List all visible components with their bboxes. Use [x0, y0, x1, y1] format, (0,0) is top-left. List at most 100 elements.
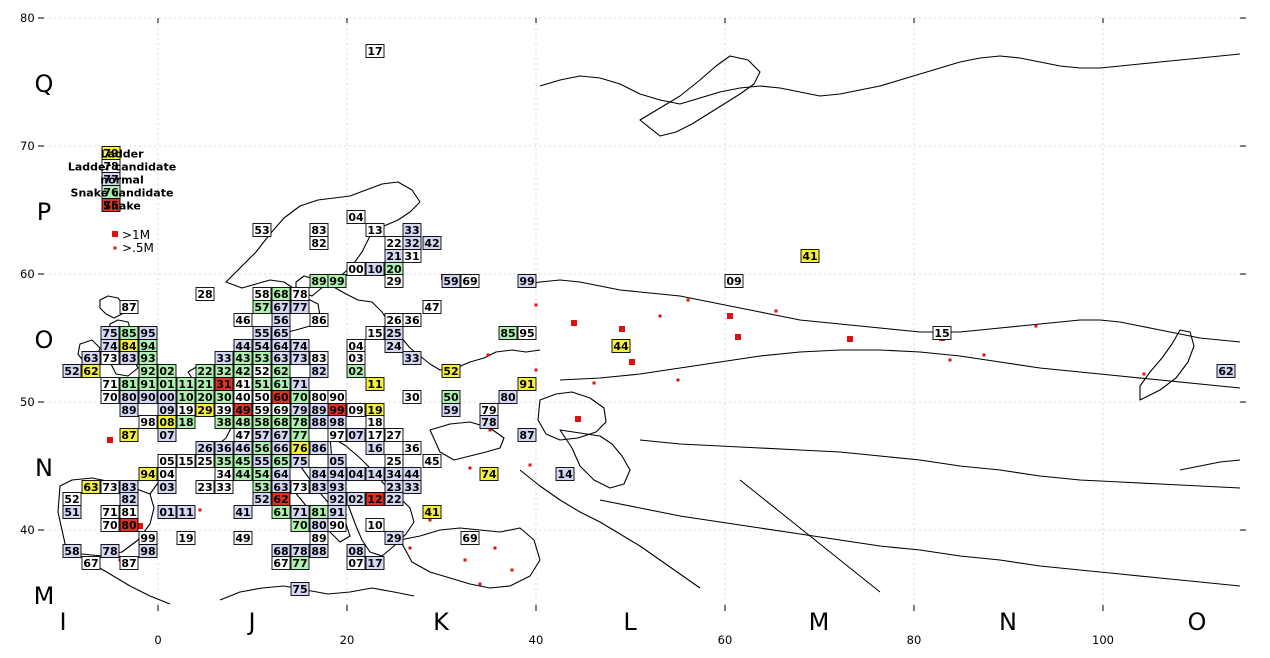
grid-square-snake-candidate: 91 — [138, 377, 158, 391]
grid-square-normal: 22 — [384, 492, 404, 506]
svg-text:85: 85 — [121, 327, 136, 340]
svg-text:98: 98 — [329, 416, 344, 429]
svg-text:24: 24 — [386, 340, 402, 353]
city-marker-large — [137, 523, 143, 529]
svg-text:43: 43 — [235, 352, 250, 365]
grid-square-snake-candidate: 70 — [290, 390, 310, 404]
svg-text:40: 40 — [235, 391, 251, 404]
svg-text:25: 25 — [386, 327, 401, 340]
svg-text:12: 12 — [367, 493, 382, 506]
grid-square-snake-candidate: 57 — [252, 300, 272, 314]
grid-square-ladder: 63 — [81, 480, 101, 494]
svg-text:80: 80 — [121, 519, 137, 532]
svg-text:09: 09 — [348, 404, 363, 417]
svg-text:23: 23 — [197, 481, 212, 494]
grid-square-normal: 56 — [271, 313, 291, 327]
svg-text:30: 30 — [404, 391, 420, 404]
svg-text:63: 63 — [83, 481, 98, 494]
svg-text:66: 66 — [273, 442, 289, 455]
city-marker-small — [592, 381, 596, 385]
grid-square-snake-candidate: 51 — [252, 377, 272, 391]
grid-square-ladder-candidate: 19 — [176, 403, 196, 417]
grid-square-ladder-candidate: 83 — [309, 223, 329, 237]
grid-square-ladder-candidate: 13 — [365, 223, 385, 237]
svg-text:89: 89 — [121, 404, 136, 417]
svg-text:04: 04 — [159, 468, 175, 481]
svg-text:53: 53 — [254, 352, 269, 365]
grid-square-snake-candidate: 01 — [157, 377, 177, 391]
svg-text:65: 65 — [273, 455, 288, 468]
svg-text:78: 78 — [292, 288, 307, 301]
grid-square-ladder: 08 — [157, 415, 177, 429]
svg-text:18: 18 — [178, 416, 193, 429]
svg-text:54: 54 — [254, 468, 270, 481]
grid-square-normal: 65 — [271, 326, 291, 340]
y-tick-label: 80 — [20, 11, 35, 25]
grid-square-ladder-candidate: 25 — [384, 454, 404, 468]
svg-text:65: 65 — [273, 327, 288, 340]
svg-text:62: 62 — [273, 493, 288, 506]
grid-square-ladder-candidate: 22 — [384, 236, 404, 250]
grid-square-snake-candidate: 85 — [119, 326, 139, 340]
svg-text:45: 45 — [424, 455, 439, 468]
grid-square-snake-candidate: 02 — [346, 364, 366, 378]
grid-square-snake-candidate: 89 — [309, 274, 329, 288]
grid-square-ladder: 44 — [611, 339, 631, 353]
svg-text:44: 44 — [613, 340, 629, 353]
grid-square-normal: 64 — [271, 339, 291, 353]
grid-square-snake-candidate: 53 — [252, 351, 272, 365]
graticule — [24, 17, 1246, 605]
svg-text:74: 74 — [481, 468, 497, 481]
svg-text:71: 71 — [292, 506, 307, 519]
grid-square-normal: 74 — [100, 339, 120, 353]
grid-square-normal: 46 — [233, 441, 253, 455]
grid-square-normal: 95 — [138, 326, 158, 340]
grid-square-normal: 78 — [100, 544, 120, 558]
svg-text:87: 87 — [121, 301, 136, 314]
grid-square-normal: 59 — [441, 403, 461, 417]
grid-square-normal: 33 — [402, 480, 422, 494]
svg-text:31: 31 — [404, 250, 419, 263]
grid-square-normal: 79 — [290, 403, 310, 417]
svg-text:09: 09 — [726, 275, 741, 288]
grid-square-snake-candidate: 30 — [214, 390, 234, 404]
svg-text:70: 70 — [292, 519, 308, 532]
svg-text:59: 59 — [443, 404, 458, 417]
svg-text:47: 47 — [235, 429, 250, 442]
svg-text:98: 98 — [140, 416, 155, 429]
grid-square-ladder-candidate: 70 — [100, 390, 120, 404]
svg-text:86: 86 — [311, 442, 327, 455]
grid-square-ladder-candidate: 10 — [365, 518, 385, 532]
grid-square-ladder-candidate: 97 — [327, 428, 347, 442]
grid-square-normal: 33 — [402, 223, 422, 237]
svg-text:89: 89 — [311, 275, 326, 288]
svg-text:76: 76 — [103, 186, 119, 199]
svg-text:20: 20 — [197, 391, 213, 404]
grid-square-ladder-candidate: 95 — [517, 326, 537, 340]
svg-text:04: 04 — [348, 211, 364, 224]
svg-text:46: 46 — [235, 314, 251, 327]
svg-text:04: 04 — [348, 340, 364, 353]
svg-text:87: 87 — [121, 557, 136, 570]
svg-text:29: 29 — [386, 532, 401, 545]
svg-text:92: 92 — [140, 365, 155, 378]
grid-square-normal: 89 — [309, 403, 329, 417]
svg-text:49: 49 — [235, 532, 250, 545]
grid-square-snake-candidate: 58 — [252, 415, 272, 429]
grid-square-snake-candidate: 48 — [233, 415, 253, 429]
grid-square-ladder-candidate: 86 — [309, 313, 329, 327]
grid-square-normal: 58 — [62, 544, 82, 558]
legend-size-large: >1M — [122, 228, 150, 242]
grid-square-ladder: 76 — [290, 441, 310, 455]
grid-square-ladder-candidate: 73 — [100, 351, 120, 365]
svg-text:Snake: Snake — [103, 200, 141, 213]
svg-text:93: 93 — [329, 481, 344, 494]
svg-text:75: 75 — [103, 199, 118, 212]
svg-text:67: 67 — [83, 557, 98, 570]
svg-text:71: 71 — [102, 378, 117, 391]
grid-square-snake: 80 — [119, 518, 139, 532]
svg-text:87: 87 — [519, 429, 534, 442]
svg-text:18: 18 — [367, 416, 382, 429]
